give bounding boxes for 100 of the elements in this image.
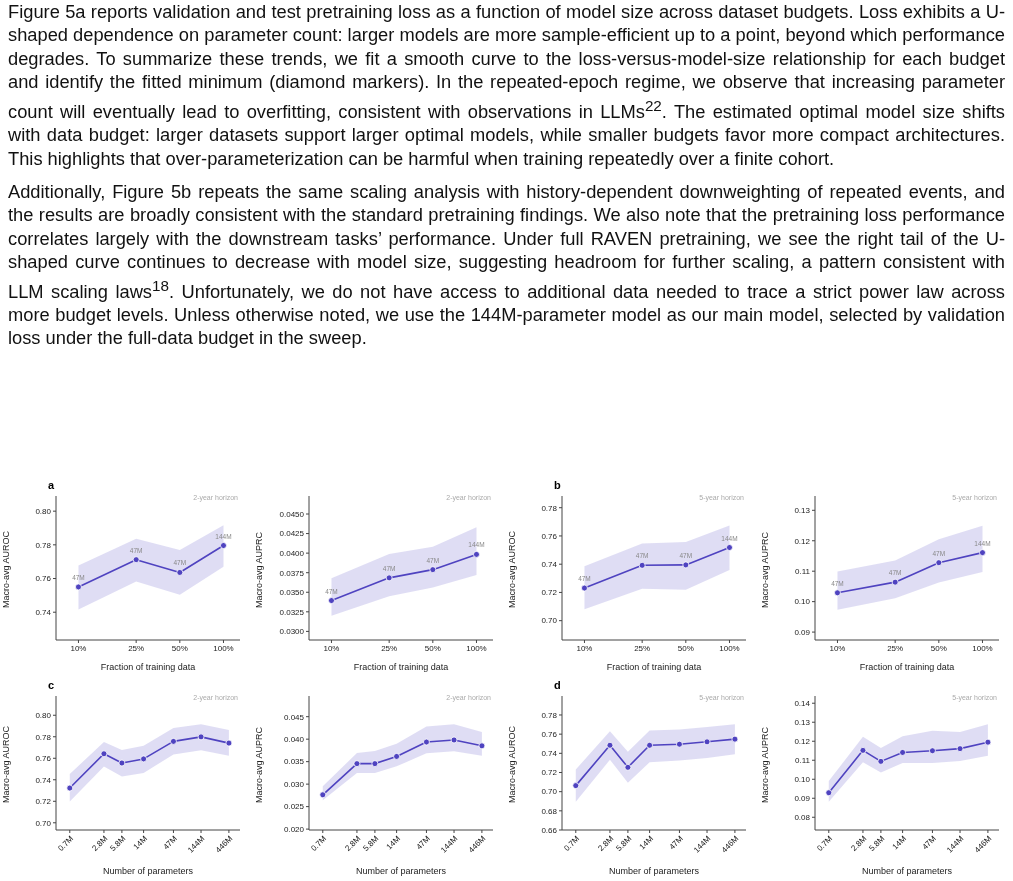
- y-axis-title: Macro-avg AUROC: [507, 725, 518, 803]
- y-tick-label: 0.72: [541, 768, 558, 778]
- point: [66, 784, 74, 792]
- y-tick-label: 0.040: [283, 735, 305, 745]
- point: [956, 745, 964, 753]
- y-tick-label: 0.76: [541, 729, 558, 739]
- y-tick-label: 0.020: [283, 824, 305, 834]
- text: Figure 5a reports validation and test pretraining loss as a function of model size across dataset budgets. Loss exhibits a U-shaped dependence on parameter count: larger models are more sample-efficient up to a point, beyond which performance degrades. To summarize these trends, we fit a smooth curve to the loss-versus-model-size relationship for each budget and identify the fitted minimum (diamond markers). In the repeated-epoch regime, we observe that increasing parameter count will eventually lead to overfitting, consistent with observations in LLMs$^{22}$. The estimated optimal model size shifts with data budget: larger datasets support larger optimal models, while smaller budgets favor more compact architectures. This highlights that over-parameterization can be harmful when training repeatedly over a finite cohort.: [8, 1, 1005, 169]
- x-axis-title: Fraction of training data: [353, 662, 449, 672]
- y-axis-title: Macro-avg AUROC: [1, 725, 12, 803]
- chart-title: c: [47, 679, 56, 691]
- x-tick-label: 50%: [677, 643, 694, 653]
- y-tick-label: 0.11: [795, 567, 811, 577]
- x-tick-label: 50%: [930, 643, 947, 653]
- y-tick-label: 0.74: [541, 749, 558, 759]
- y-tick-label: 0.68: [541, 806, 558, 816]
- y-tick-label: 0.76: [541, 531, 558, 541]
- y-tick-label: 0.80: [35, 711, 52, 721]
- x-tick-label: 25%: [381, 643, 398, 653]
- y-tick-label: 0.035: [283, 757, 305, 767]
- x-axis-title: Number of parameters: [861, 866, 953, 876]
- x-axis-title: Number of parameters: [102, 866, 194, 876]
- y-tick-label: 0.0350: [279, 588, 305, 598]
- x-axis-title: Fraction of training data: [606, 662, 702, 672]
- x-tick-label: 25%: [634, 643, 651, 653]
- x-axis-title: Fraction of training data: [859, 662, 955, 672]
- x-axis-title: Number of parameters: [608, 866, 700, 876]
- y-tick-label: 0.13: [794, 506, 811, 516]
- x-tick-label: 10%: [70, 643, 87, 653]
- x-tick-label: 50%: [171, 643, 188, 653]
- point: [225, 739, 233, 747]
- x-axis-title: Number of parameters: [355, 866, 447, 876]
- y-tick-label: 0.70: [35, 818, 52, 828]
- point: [118, 759, 126, 767]
- chart-title: d: [553, 679, 562, 691]
- chart-title: b: [553, 479, 562, 491]
- y-tick-label: 0.74: [541, 560, 558, 570]
- point: [371, 760, 379, 768]
- x-tick-label: 100%: [213, 643, 234, 653]
- x-tick-label: 50%: [424, 643, 441, 653]
- y-axis-title: Macro-avg AUROC: [507, 530, 518, 608]
- y-tick-label: 0.13: [794, 718, 811, 728]
- y-tick-label: 0.0425: [279, 529, 305, 539]
- y-tick-label: 0.76: [35, 754, 52, 764]
- y-tick-label: 0.76: [35, 574, 52, 584]
- y-tick-label: 0.12: [794, 737, 811, 747]
- text: Additionally, Figure 5b repeats the same scaling analysis with history-dependent downweighting of repeated events, and the results are broadly consistent with the standard pretraining findings. We also note that the pretraining loss performance correlates largely with the downstream tasks’ performance. Under full RAVEN pretraining, we see the right tail of the U-shaped curve continues to decrease with model size, suggesting headroom for further scaling, a pattern consistent with LLM scaling laws$^{18}$. Unfortunately, we do not have access to additional data needed to trace a strict power law across more budget levels. Unless otherwise noted, we use the 144M-parameter model as our main model, selected by validation loss under the full-data budget in the sweep.: [8, 180, 1006, 349]
- y-tick-label: 0.10: [794, 775, 811, 785]
- point: [450, 736, 458, 744]
- y-tick-label: 0.72: [35, 797, 52, 807]
- y-tick-label: 0.74: [35, 775, 52, 785]
- point: [572, 782, 580, 790]
- y-tick-label: 0.025: [283, 802, 305, 812]
- point: [703, 738, 711, 746]
- y-tick-label: 0.78: [541, 710, 558, 720]
- point: [929, 747, 936, 755]
- point: [676, 740, 683, 748]
- y-tick-label: 0.0375: [279, 568, 305, 578]
- x-tick-label: 100%: [972, 643, 993, 653]
- x-tick-label: 100%: [466, 643, 487, 653]
- y-tick-label: 0.10: [794, 597, 811, 607]
- y-tick-label: 0.0325: [279, 607, 305, 617]
- point: [984, 738, 992, 746]
- x-tick-label: 25%: [128, 643, 145, 653]
- y-tick-label: 0.66: [541, 825, 558, 835]
- y-tick-label: 0.74: [35, 608, 52, 618]
- x-tick-label: 10%: [576, 643, 593, 653]
- chart-title: a: [47, 479, 56, 491]
- y-tick-label: 0.08: [794, 813, 811, 823]
- y-tick-label: 0.0300: [279, 627, 305, 637]
- y-tick-label: 0.12: [794, 536, 811, 546]
- point: [478, 742, 486, 750]
- point: [825, 789, 833, 797]
- x-tick-label: 25%: [887, 643, 904, 653]
- point: [877, 757, 885, 765]
- y-axis-title: Macro-avg AUPRC: [760, 531, 771, 608]
- y-tick-label: 0.78: [541, 503, 558, 513]
- y-axis-title: Macro-avg AUPRC: [760, 726, 771, 803]
- x-tick-label: 10%: [829, 643, 846, 653]
- y-tick-label: 0.70: [541, 787, 558, 797]
- point: [423, 738, 430, 746]
- y-tick-label: 0.11: [795, 756, 811, 766]
- y-tick-label: 0.78: [35, 732, 52, 742]
- y-axis-title: Macro-avg AUPRC: [254, 531, 265, 608]
- x-axis-title: Fraction of training data: [100, 662, 196, 672]
- point: [624, 763, 632, 771]
- y-tick-label: 0.045: [283, 712, 305, 722]
- y-tick-label: 0.72: [541, 588, 558, 598]
- point: [170, 737, 177, 745]
- x-tick-label: 10%: [323, 643, 340, 653]
- y-tick-label: 0.09: [794, 627, 811, 637]
- y-axis-title: Macro-avg AUPRC: [254, 726, 265, 803]
- y-tick-label: 0.030: [283, 779, 305, 789]
- point: [197, 733, 205, 741]
- y-tick-label: 0.09: [794, 794, 811, 804]
- y-tick-label: 0.0400: [279, 548, 305, 558]
- point: [731, 735, 739, 743]
- y-tick-label: 0.0450: [279, 509, 305, 519]
- y-tick-label: 0.14: [794, 699, 811, 709]
- y-axis-title: Macro-avg AUROC: [1, 530, 12, 608]
